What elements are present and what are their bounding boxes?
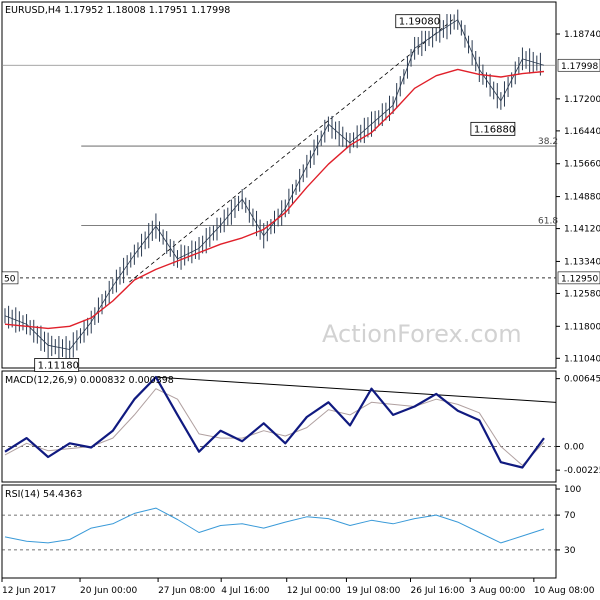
rsi-line xyxy=(4,507,545,544)
price-y-tick-label: 1.12580 xyxy=(564,289,600,299)
fib-level-label: 61.8 xyxy=(538,217,558,227)
x-tick-label: 12 Jun 2017 xyxy=(2,586,56,596)
last-price-label-box xyxy=(557,58,600,72)
price-line xyxy=(4,19,545,350)
moving-average-line xyxy=(4,68,545,330)
rsi-y-tick-label: 70 xyxy=(564,511,576,521)
x-tick-label: 4 Jul 16:00 xyxy=(221,586,270,596)
support-left-fragment-box xyxy=(1,271,19,285)
macd-header-text: MACD(12,26,9) 0.000832 0.000398 xyxy=(5,375,174,386)
support-label-text: 1.12950 xyxy=(561,274,598,284)
watermark-text: ActionForex.com xyxy=(322,320,522,348)
callout-box xyxy=(395,14,441,29)
x-tick-label: 20 Jun 00:00 xyxy=(80,586,137,596)
rsi-header-text: RSI(14) 54.4363 xyxy=(5,489,82,500)
macd-y-tick-label: 0.00 xyxy=(564,442,584,452)
trend-channel-line xyxy=(129,19,454,283)
price-header-text: EURUSD,H4 1.17952 1.18008 1.17951 1.1799… xyxy=(5,5,230,16)
price-bars xyxy=(4,9,541,362)
macd-panel-frame xyxy=(1,370,557,483)
rsi-panel-frame xyxy=(1,484,557,579)
callout-box xyxy=(34,358,80,372)
callout-label: 1.19080 xyxy=(399,17,440,28)
price-y-tick-label: 1.16440 xyxy=(564,127,600,137)
price-y-tick-label: 1.18740 xyxy=(564,30,600,40)
macd-trend-line xyxy=(155,376,557,403)
last-price-label-text: 1.17998 xyxy=(561,62,598,72)
macd-signal-line xyxy=(4,388,545,466)
x-tick-label: 12 Jul 00:00 xyxy=(287,586,341,596)
x-tick-label: 10 Aug 08:00 xyxy=(534,586,595,596)
callout-label: 1.11180 xyxy=(38,360,79,371)
x-tick-label: 19 Jul 08:00 xyxy=(346,586,400,596)
callout-box xyxy=(470,121,516,136)
x-tick-label: 3 Aug 00:00 xyxy=(470,586,525,596)
macd-y-tick-label: 0.006454 xyxy=(564,375,600,385)
macd-y-tick-label: -0.002252 xyxy=(564,466,600,476)
rsi-y-tick-label: 100 xyxy=(564,485,581,495)
price-y-tick-label: 1.14880 xyxy=(564,193,600,203)
price-y-tick-label: 1.17200 xyxy=(564,95,600,105)
price-y-tick-label: 1.11040 xyxy=(564,354,600,364)
macd-line xyxy=(4,376,545,469)
price-y-tick-label: 1.14120 xyxy=(564,225,600,235)
price-y-tick-label: 1.13340 xyxy=(564,257,600,267)
price-y-tick-label: 1.11800 xyxy=(564,322,600,332)
support-left-fragment-text: 50 xyxy=(4,274,16,284)
x-tick-label: 26 Jul 16:00 xyxy=(411,586,465,596)
price-y-tick-label: 1.15660 xyxy=(564,160,600,170)
callout-label: 1.16880 xyxy=(474,124,515,135)
x-tick-label: 27 Jun 08:00 xyxy=(158,586,215,596)
fib-level-label: 38.2 xyxy=(538,137,558,147)
rsi-y-tick-label: 30 xyxy=(564,546,576,556)
price-panel-frame xyxy=(1,1,557,369)
support-label-box xyxy=(557,271,600,285)
